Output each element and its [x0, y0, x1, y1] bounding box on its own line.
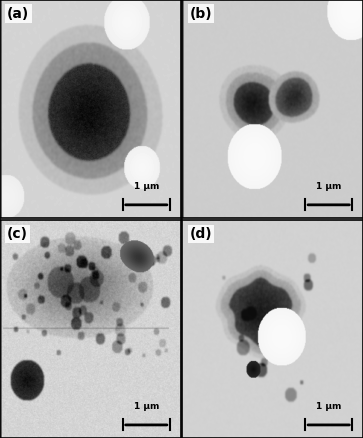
Text: 1 μm: 1 μm	[134, 402, 159, 411]
Text: (d): (d)	[189, 226, 212, 240]
Text: 1 μm: 1 μm	[316, 182, 341, 191]
Text: 1 μm: 1 μm	[134, 182, 159, 191]
Text: (c): (c)	[7, 226, 28, 240]
Text: 1 μm: 1 μm	[316, 402, 341, 411]
Text: (b): (b)	[189, 7, 212, 21]
Text: (a): (a)	[7, 7, 29, 21]
